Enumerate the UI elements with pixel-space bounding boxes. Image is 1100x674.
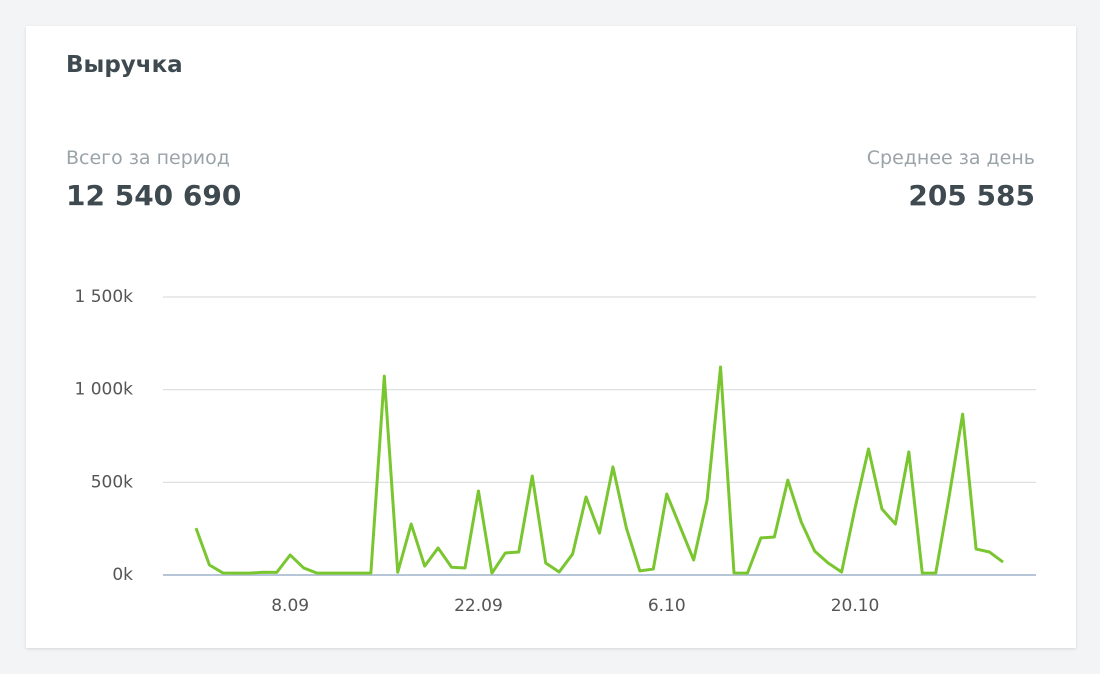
- y-tick-label: 0k: [112, 565, 133, 585]
- y-tick-label: 1 500k: [74, 287, 133, 307]
- revenue-line: [194, 365, 1004, 575]
- x-tick-label: 20.10: [831, 596, 880, 616]
- total-value: 12 540 690: [66, 179, 242, 212]
- total-label: Всего за период: [66, 147, 230, 169]
- card-title: Выручка: [66, 52, 183, 78]
- y-tick-label: 1 000k: [74, 380, 133, 400]
- x-tick-label: 6.10: [648, 596, 686, 616]
- average-label: Среднее за день: [866, 147, 1035, 169]
- average-value: 205 585: [908, 179, 1035, 212]
- x-tick-label: 22.09: [454, 596, 503, 616]
- x-tick-label: 8.09: [271, 596, 309, 616]
- y-tick-label: 500k: [91, 472, 133, 492]
